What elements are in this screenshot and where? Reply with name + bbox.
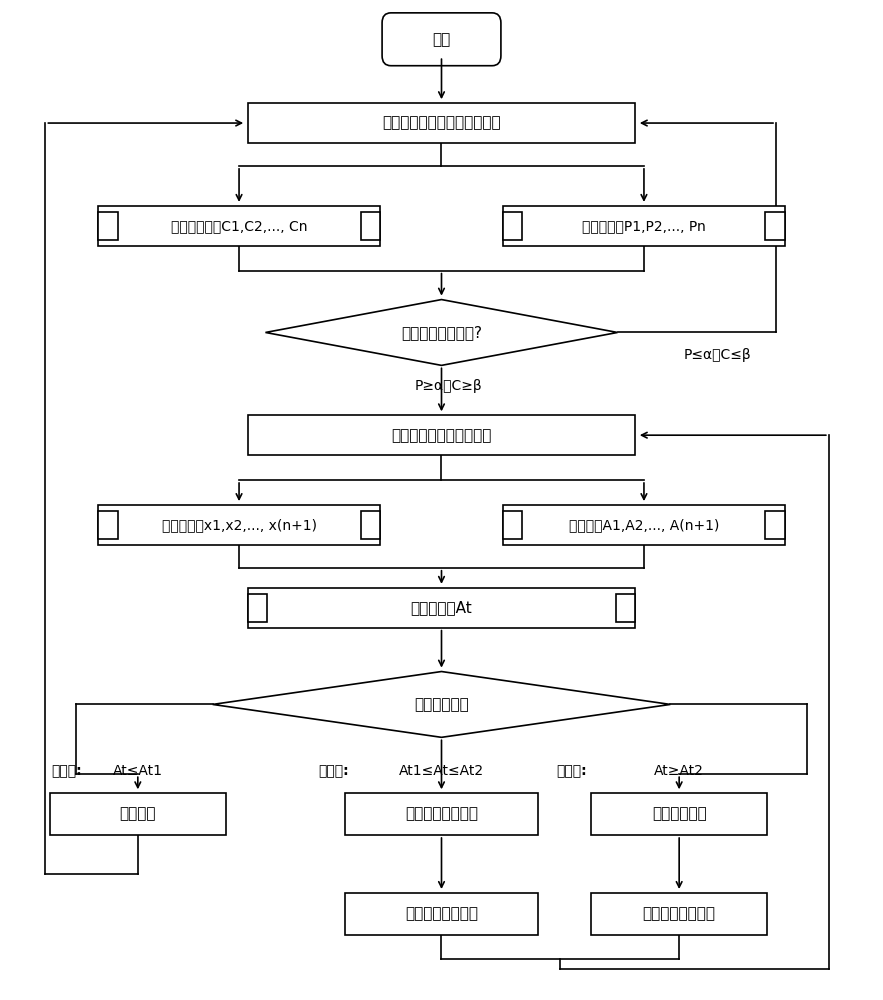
FancyBboxPatch shape (248, 588, 635, 628)
FancyBboxPatch shape (360, 511, 380, 539)
Text: At1≤At≤At2: At1≤At≤At2 (399, 764, 484, 778)
Text: 工况二:: 工况二: (318, 764, 349, 778)
Text: 潜在渗漏点x1,x2,..., x(n+1): 潜在渗漏点x1,x2,..., x(n+1) (162, 518, 316, 532)
Text: 人工湿地全面修复: 人工湿地全面修复 (643, 906, 715, 921)
Text: 人工湿地渗漏的实时例行监测: 人工湿地渗漏的实时例行监测 (382, 116, 501, 131)
FancyBboxPatch shape (503, 511, 523, 539)
Text: 总渗漏面积At: 总渗漏面积At (411, 600, 472, 615)
FancyBboxPatch shape (98, 511, 117, 539)
FancyBboxPatch shape (766, 212, 785, 240)
FancyBboxPatch shape (503, 212, 523, 240)
Text: 工况三:: 工况三: (556, 764, 586, 778)
FancyBboxPatch shape (591, 793, 767, 835)
Text: 中断全部进水: 中断全部进水 (652, 807, 706, 822)
FancyBboxPatch shape (98, 212, 117, 240)
Text: P≥α或C≥β: P≥α或C≥β (415, 379, 482, 393)
Polygon shape (213, 672, 670, 737)
FancyBboxPatch shape (344, 793, 539, 835)
Text: 渗漏情况评估: 渗漏情况评估 (414, 697, 469, 712)
Polygon shape (266, 300, 617, 365)
FancyBboxPatch shape (248, 594, 268, 622)
FancyBboxPatch shape (98, 505, 380, 545)
FancyBboxPatch shape (591, 893, 767, 935)
FancyBboxPatch shape (503, 505, 785, 545)
FancyBboxPatch shape (382, 13, 501, 66)
Text: 渗漏面积A1,A2,..., A(n+1): 渗漏面积A1,A2,..., A(n+1) (569, 518, 719, 532)
FancyBboxPatch shape (49, 793, 226, 835)
FancyBboxPatch shape (503, 206, 785, 246)
Text: 渗漏区域停止布水: 渗漏区域停止布水 (405, 807, 478, 822)
Text: P≤α且C≤β: P≤α且C≤β (683, 348, 751, 362)
Text: 渗漏部分局部修复: 渗漏部分局部修复 (405, 906, 478, 921)
FancyBboxPatch shape (248, 415, 635, 455)
Text: At≥At2: At≥At2 (654, 764, 704, 778)
Text: At≤At1: At≤At1 (113, 764, 162, 778)
FancyBboxPatch shape (615, 594, 635, 622)
FancyBboxPatch shape (98, 206, 380, 246)
FancyBboxPatch shape (766, 511, 785, 539)
Text: 实时水压值P1,P2,..., Pn: 实时水压值P1,P2,..., Pn (582, 219, 706, 233)
Text: 人工湿地渗漏的精准溯源: 人工湿地渗漏的精准溯源 (391, 428, 492, 443)
FancyBboxPatch shape (248, 103, 635, 143)
Text: 工况一:: 工况一: (51, 764, 82, 778)
Text: 是否存在渗漏情况?: 是否存在渗漏情况? (401, 325, 482, 340)
Text: 继续布水: 继续布水 (119, 807, 156, 822)
Text: 开始: 开始 (433, 32, 450, 47)
FancyBboxPatch shape (360, 212, 380, 240)
Text: 实时电导率值C1,C2,..., Cn: 实时电导率值C1,C2,..., Cn (170, 219, 307, 233)
FancyBboxPatch shape (344, 893, 539, 935)
